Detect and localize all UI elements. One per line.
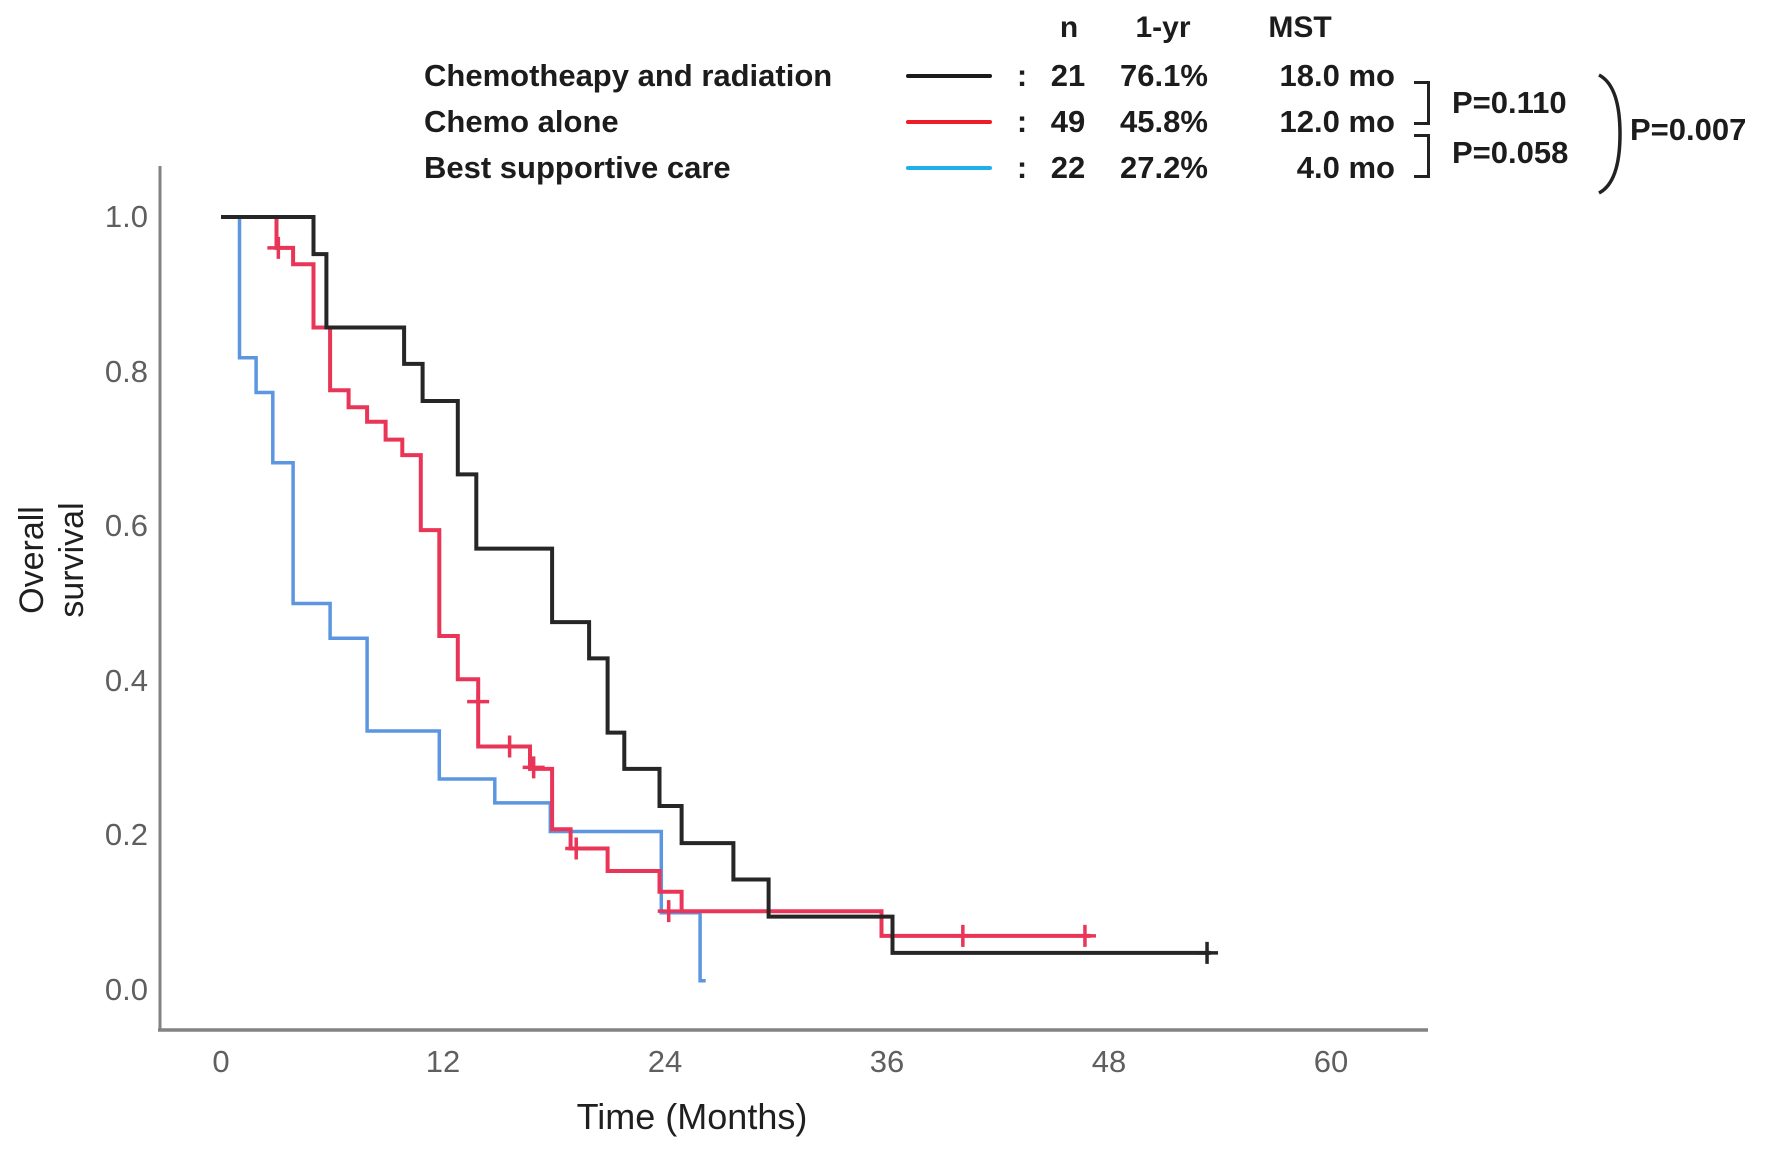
x-tick-24: 24 — [647, 1044, 683, 1079]
pvalue-overall: P=0.007 — [1630, 112, 1747, 147]
legend-swatch-chemoradiation — [906, 74, 992, 78]
y-tick-0.0: 0.0 — [104, 972, 148, 1007]
y-tick-0.4: 0.4 — [104, 663, 148, 698]
y-axis-title: Overall survival — [13, 502, 91, 618]
censor-mark-chemo-alone — [1073, 924, 1096, 947]
km-curve-best-supportive-care — [221, 215, 706, 983]
legend-1yr-chemo-alone: 45.8% — [1120, 104, 1208, 139]
legend-label-chemoradiation: Chemotheapy and radiation — [424, 58, 833, 93]
censor-mark-chemoradiation — [1196, 941, 1219, 964]
x-axis-title: Time (Months) — [576, 1096, 808, 1137]
km-curve-chemo-alone — [221, 215, 1091, 938]
censor-mark-chemo-alone — [951, 924, 974, 947]
x-tick-36: 36 — [869, 1044, 905, 1079]
legend-label-chemo-alone: Chemo alone — [424, 104, 619, 139]
legend-swatch-bsc — [906, 166, 992, 170]
km-curve-chemoradiation — [221, 215, 1211, 955]
legend-colon: : — [1016, 104, 1028, 139]
censor-mark-chemo-alone — [565, 837, 588, 860]
legend-header-mst: MST — [1268, 11, 1332, 44]
x-tick-12: 12 — [425, 1044, 461, 1079]
bracket-overall — [1598, 73, 1622, 195]
legend-1yr-chemoradiation: 76.1% — [1120, 58, 1208, 93]
legend-header-1yr: 1-yr — [1135, 11, 1191, 44]
censor-mark-chemo-alone — [522, 756, 545, 779]
legend-mst-bsc: 4.0 mo — [1296, 150, 1395, 185]
legend-colon: : — [1016, 58, 1028, 93]
legend-label-bsc: Best supportive care — [424, 150, 731, 185]
y-tick-0.6: 0.6 — [104, 508, 148, 543]
x-tick-48: 48 — [1091, 1044, 1127, 1079]
bracket-rows-2-3 — [1414, 134, 1430, 178]
legend-n-bsc: 22 — [1050, 150, 1086, 185]
legend-header-n: n — [1059, 11, 1079, 44]
legend-mst-chemo-alone: 12.0 mo — [1279, 104, 1395, 139]
censor-mark-chemo-alone — [657, 900, 680, 923]
censor-mark-chemo-alone — [498, 735, 521, 758]
y-tick-0.2: 0.2 — [104, 817, 148, 852]
x-tick-0: 0 — [212, 1044, 230, 1079]
x-tick-60: 60 — [1313, 1044, 1349, 1079]
legend-mst-chemoradiation: 18.0 mo — [1279, 58, 1395, 93]
censor-mark-chemo-alone — [467, 690, 490, 713]
legend-swatch-chemo-alone — [906, 120, 992, 124]
legend-n-chemoradiation: 21 — [1050, 58, 1086, 93]
pvalue-rows-1-2: P=0.110 — [1452, 85, 1567, 120]
legend-1yr-bsc: 27.2% — [1120, 150, 1208, 185]
legend-colon: : — [1016, 150, 1028, 185]
censor-mark-chemo-alone — [267, 236, 290, 259]
pvalue-rows-2-3: P=0.058 — [1452, 135, 1569, 170]
bracket-rows-1-2 — [1414, 81, 1430, 125]
y-tick-1.0: 1.0 — [104, 199, 148, 234]
y-tick-0.8: 0.8 — [104, 354, 148, 389]
legend-n-chemo-alone: 49 — [1050, 104, 1086, 139]
